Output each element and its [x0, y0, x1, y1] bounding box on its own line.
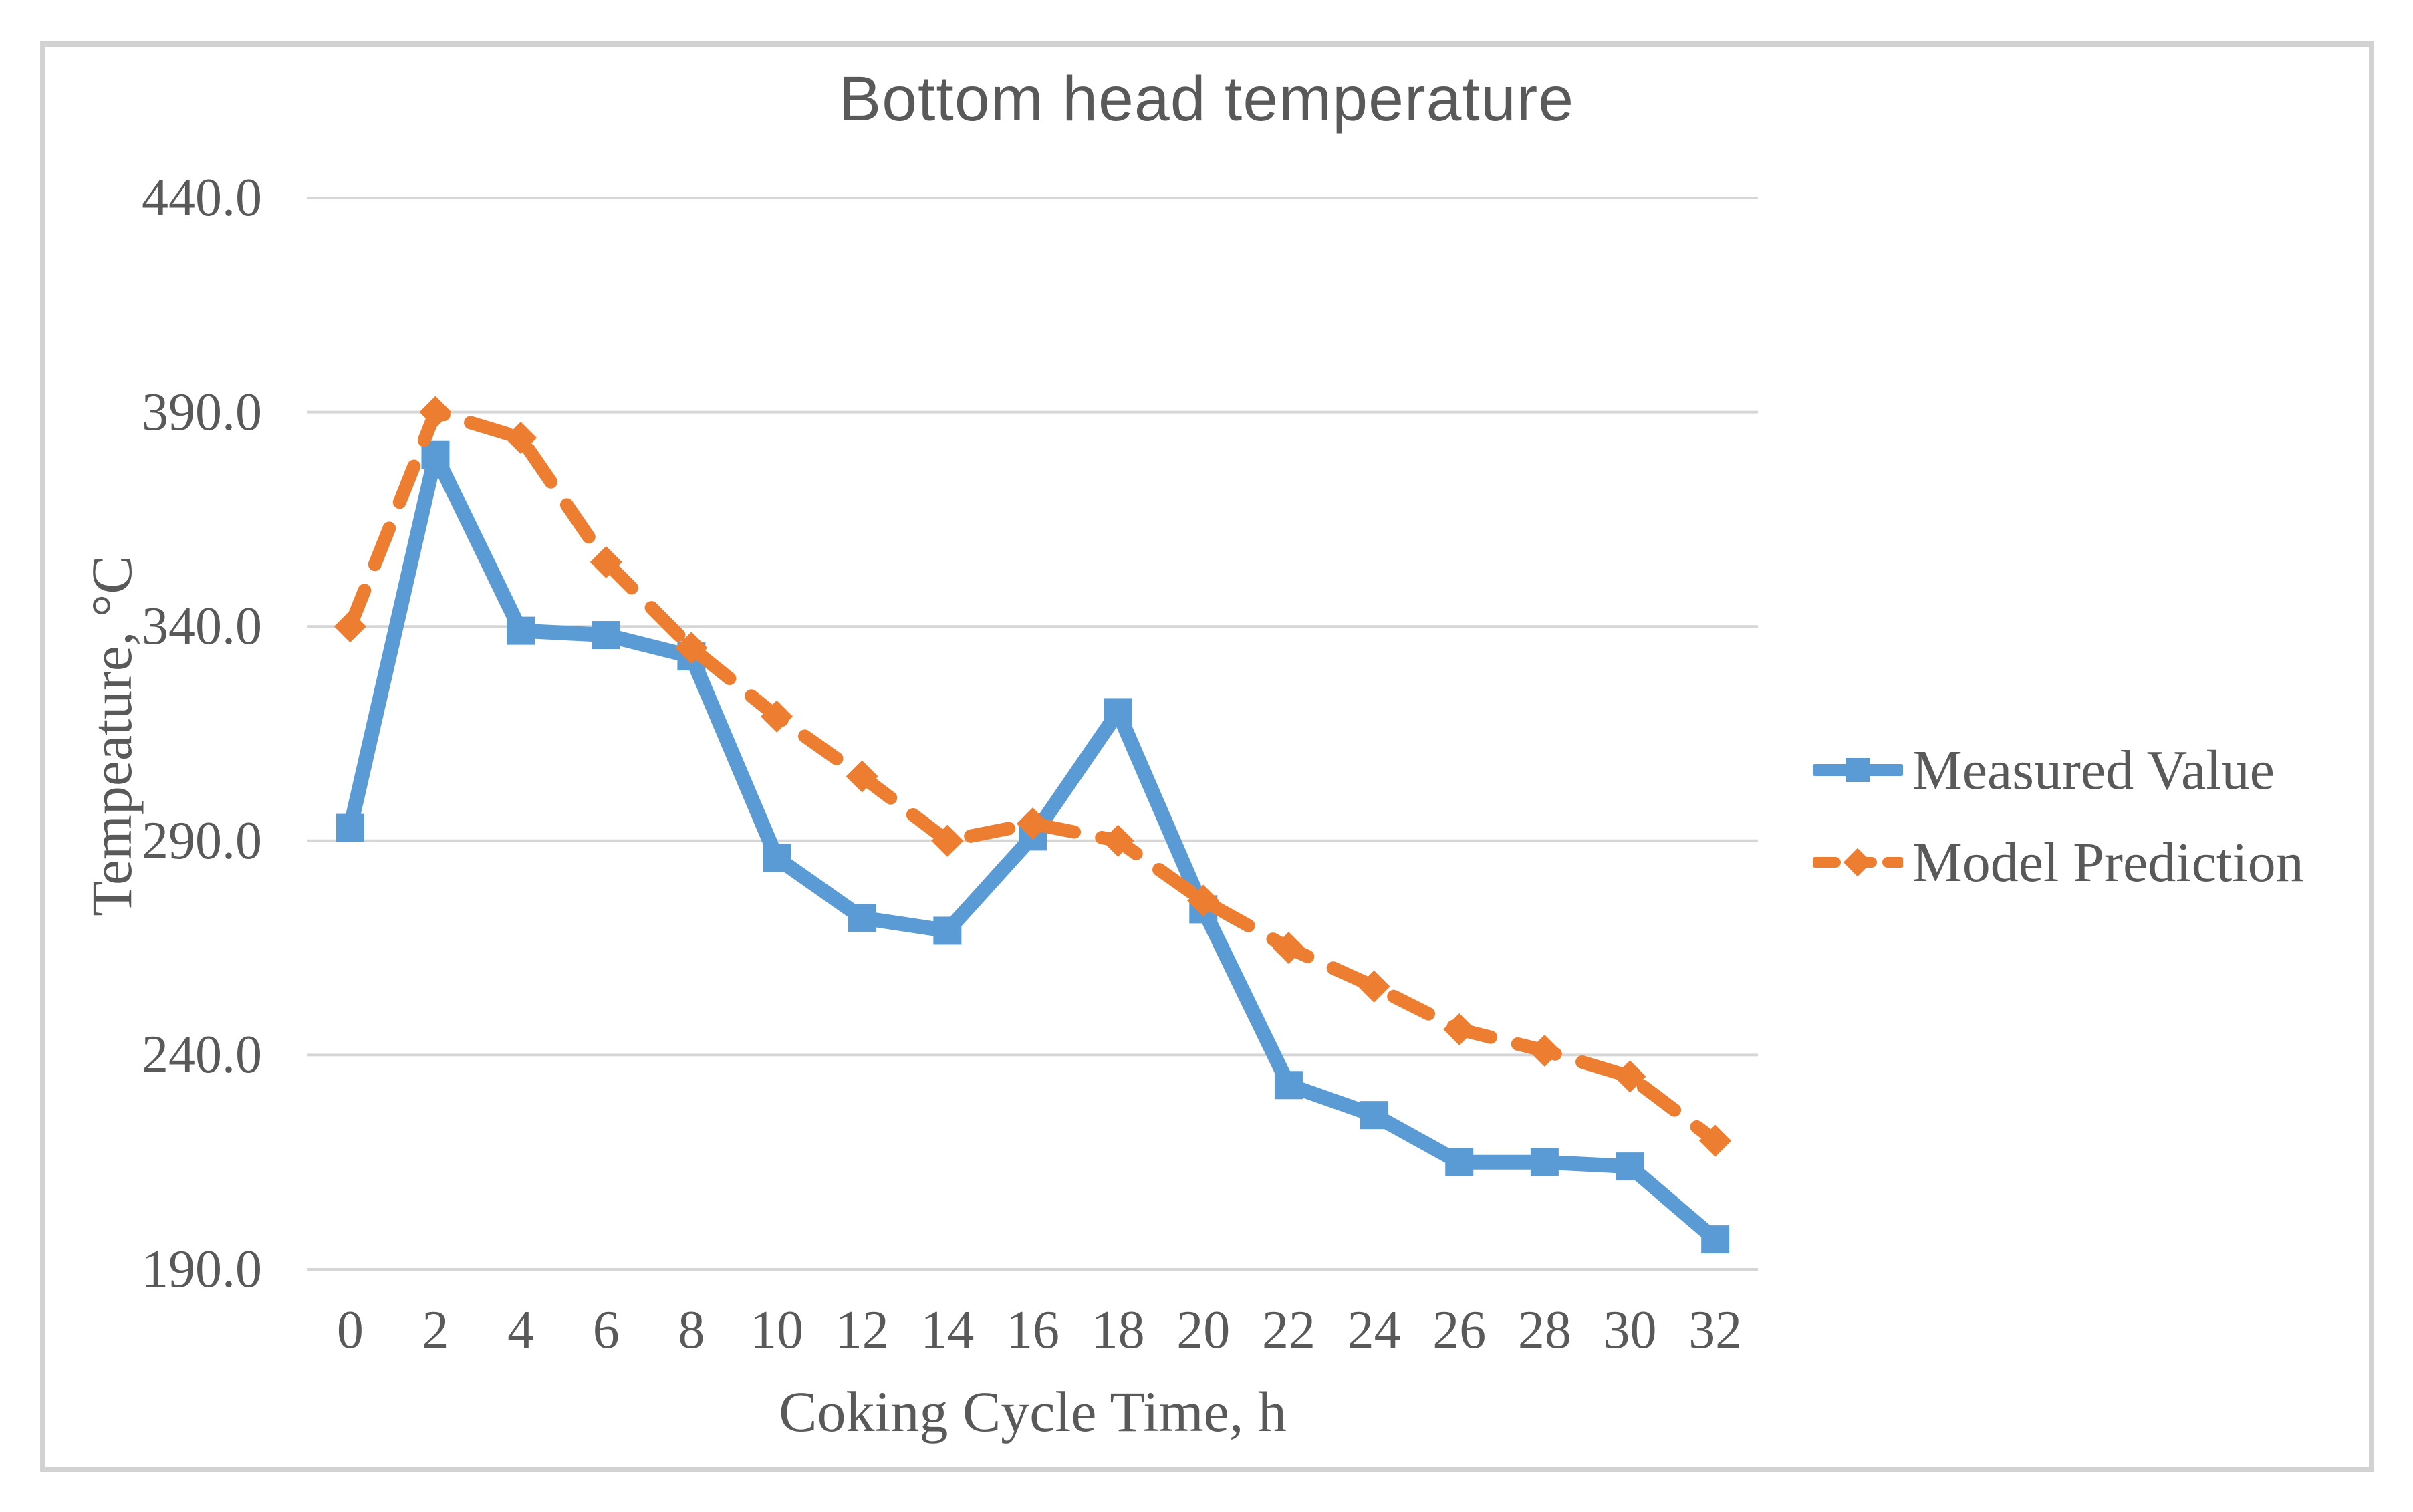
- x-tick-label: 28: [1517, 1301, 1571, 1360]
- measured-value-marker: [507, 616, 535, 645]
- x-tick-label: 10: [750, 1301, 804, 1360]
- measured-value-marker: [1360, 1101, 1388, 1130]
- legend-label: Model Prediction: [1912, 831, 2304, 894]
- measured-value-marker: [1616, 1152, 1644, 1181]
- measured-value-marker: [763, 844, 791, 872]
- x-tick-label: 12: [835, 1301, 889, 1360]
- model-prediction-marker: [505, 422, 537, 455]
- x-axis-title: Coking Cycle Time, h: [779, 1380, 1287, 1444]
- model-prediction-legend-marker-icon: [1813, 848, 1903, 877]
- x-tick-label: 0: [336, 1301, 364, 1360]
- measured-value-marker: [1445, 1148, 1474, 1176]
- model-prediction-marker: [1614, 1060, 1646, 1093]
- model-prediction-marker: [419, 396, 452, 428]
- y-tick-label: 240.0: [142, 1025, 262, 1085]
- x-tick-label: 20: [1176, 1301, 1231, 1360]
- y-tick-label: 440.0: [142, 168, 262, 227]
- measured-value-marker: [848, 904, 876, 932]
- x-tick-label: 24: [1347, 1301, 1401, 1360]
- model-prediction-marker: [1443, 1013, 1476, 1045]
- measured-value-marker: [1530, 1148, 1559, 1176]
- chart-title: Bottom head temperature: [838, 64, 1575, 134]
- measured-value-legend-marker-icon: [1813, 758, 1903, 782]
- y-tick-label: 290.0: [142, 811, 262, 870]
- x-tick-label: 18: [1091, 1301, 1145, 1360]
- x-tick-label: 32: [1688, 1301, 1743, 1360]
- measured-value-marker: [933, 916, 962, 945]
- x-tick-label: 6: [592, 1301, 620, 1360]
- legend-item-model-prediction: Model Prediction: [1813, 830, 2304, 894]
- model-prediction-marker: [334, 610, 366, 643]
- y-tick-label: 390.0: [142, 382, 262, 442]
- measured-value-marker: [1274, 1071, 1303, 1100]
- legend: Measured Value Model Prediction: [1813, 738, 2304, 894]
- model-prediction-marker: [590, 545, 622, 579]
- legend-label: Measured Value: [1912, 739, 2275, 801]
- model-prediction-marker: [1699, 1124, 1732, 1157]
- x-tick-label: 8: [678, 1301, 705, 1360]
- measured-value-marker: [1701, 1225, 1730, 1254]
- y-axis-title: Tempeature, °C: [80, 555, 144, 916]
- model-prediction-line: [343, 405, 1723, 1148]
- x-tick-label: 2: [422, 1301, 449, 1360]
- x-tick-label: 30: [1603, 1301, 1657, 1360]
- y-tick-label: 340.0: [142, 597, 262, 656]
- legend-item-measured-value: Measured Value: [1813, 738, 2304, 802]
- model-prediction-marker: [1528, 1034, 1561, 1067]
- x-tick-label: 4: [507, 1301, 535, 1360]
- x-tick-label: 26: [1432, 1301, 1487, 1360]
- measured-value-marker: [592, 621, 620, 650]
- x-tick-label: 22: [1261, 1301, 1315, 1360]
- chart-border: [40, 41, 2374, 1472]
- y-tick-label: 190.0: [142, 1240, 262, 1299]
- measured-value-marker: [1104, 698, 1132, 727]
- x-tick-label: 16: [1006, 1301, 1059, 1360]
- measured-value-marker: [336, 813, 364, 842]
- x-tick-label: 14: [920, 1301, 975, 1360]
